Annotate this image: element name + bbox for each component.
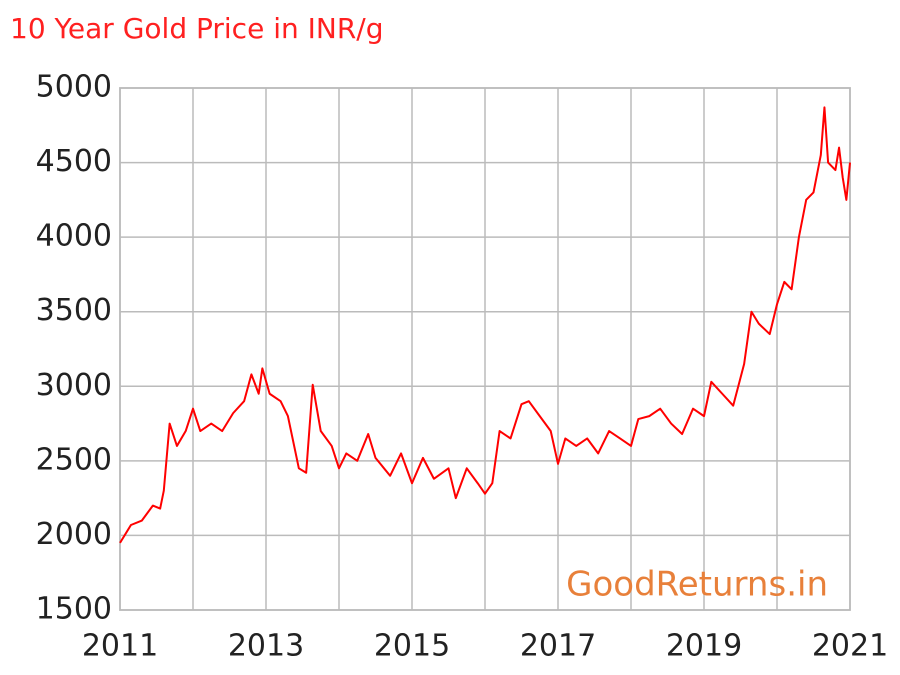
y-tick-label: 3500	[36, 293, 112, 328]
x-tick-label: 2021	[812, 629, 888, 664]
chart-title: 10 Year Gold Price in INR/g	[10, 12, 384, 45]
y-tick-label: 2000	[36, 517, 112, 552]
price-line	[119, 106, 851, 544]
y-tick-label: 4500	[36, 144, 112, 179]
y-tick-label: 1500	[36, 592, 112, 627]
watermark: GoodReturns.in	[566, 565, 828, 605]
x-tick-label: 2019	[666, 629, 742, 664]
y-tick-label: 3000	[36, 368, 112, 403]
x-tick-label: 2015	[374, 629, 450, 664]
y-tick-label: 2500	[36, 442, 112, 477]
y-tick-label: 4000	[36, 219, 112, 254]
y-tick-label: 5000	[36, 70, 112, 105]
x-tick-label: 2017	[520, 629, 596, 664]
x-tick-label: 2013	[228, 629, 304, 664]
x-tick-label: 2011	[82, 629, 158, 664]
